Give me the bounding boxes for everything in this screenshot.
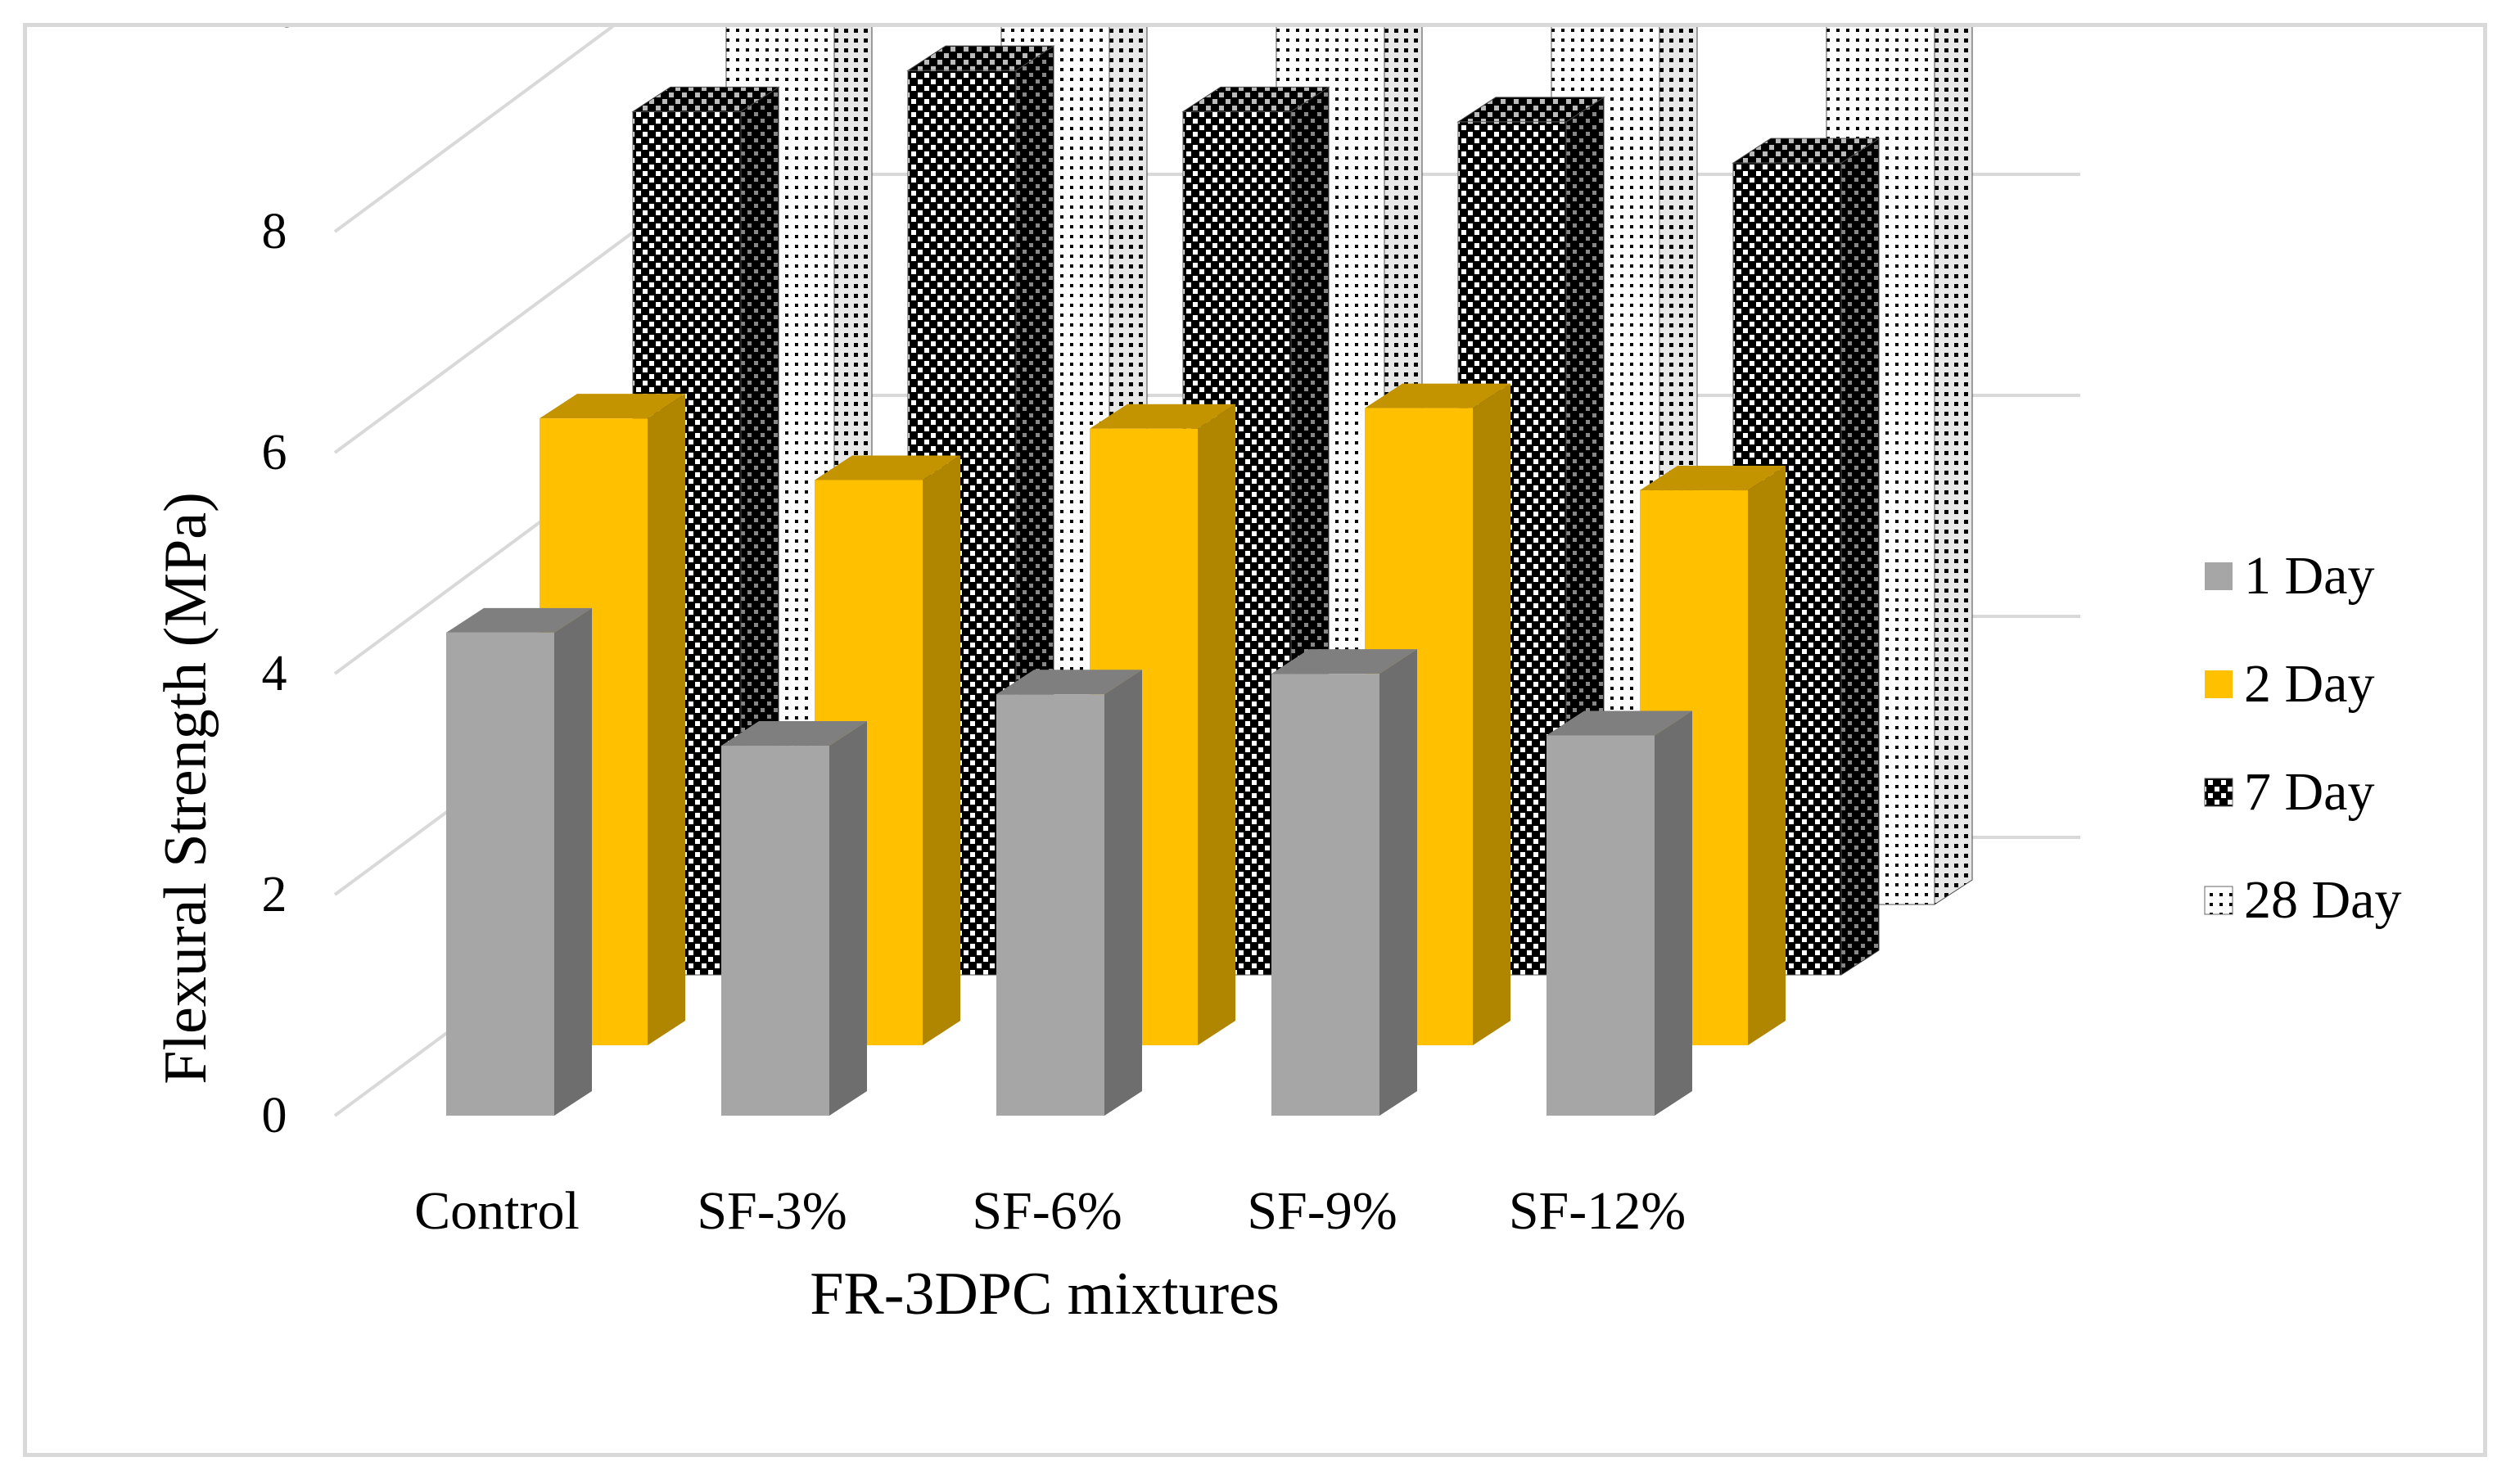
y-tick-label: 8: [262, 204, 287, 259]
bar-1-day-sf-12pct: [1546, 710, 1692, 1116]
x-axis-title: FR-3DPC mixtures: [810, 1261, 1280, 1328]
x-category-label: Control: [414, 1181, 580, 1241]
legend: 1 Day 2 Day 7 Day 28 Day: [2204, 546, 2401, 930]
bar-1-day-sf-3pct: [721, 721, 867, 1116]
y-tick-label: 0: [262, 1088, 287, 1143]
legend-swatch: [2204, 778, 2233, 807]
legend-swatch: [2205, 670, 2233, 698]
legend-swatch: [2205, 562, 2233, 590]
legend-swatch: [2204, 886, 2233, 915]
legend-label: 2 Day: [2244, 654, 2374, 714]
x-category-label: SF-12%: [1509, 1181, 1686, 1241]
bar-1-day-sf-9pct: [1271, 649, 1417, 1116]
y-tick-label: 10: [249, 27, 300, 38]
x-category-label: SF-3%: [697, 1181, 847, 1241]
y-tick-label: 6: [262, 425, 287, 480]
y-axis-title: Flexural Strength (MPa): [152, 492, 219, 1084]
y-axis-ticks: 024681012: [249, 27, 300, 1143]
bar-1-day-control: [446, 607, 592, 1116]
bar-1-day-sf-6pct: [996, 670, 1142, 1116]
gridline: [333, 27, 615, 233]
legend-label: 28 Day: [2244, 870, 2401, 930]
y-tick-label: 2: [262, 867, 287, 922]
legend-label: 1 Day: [2244, 546, 2374, 606]
y-tick-label: 4: [262, 646, 287, 701]
bars: [446, 27, 1973, 1116]
x-category-label: SF-6%: [972, 1181, 1122, 1241]
legend-label: 7 Day: [2244, 762, 2374, 822]
x-axis-categories: Control SF-3% SF-6% SF-9% SF-12%: [414, 1181, 1686, 1241]
x-category-label: SF-9%: [1247, 1181, 1397, 1241]
